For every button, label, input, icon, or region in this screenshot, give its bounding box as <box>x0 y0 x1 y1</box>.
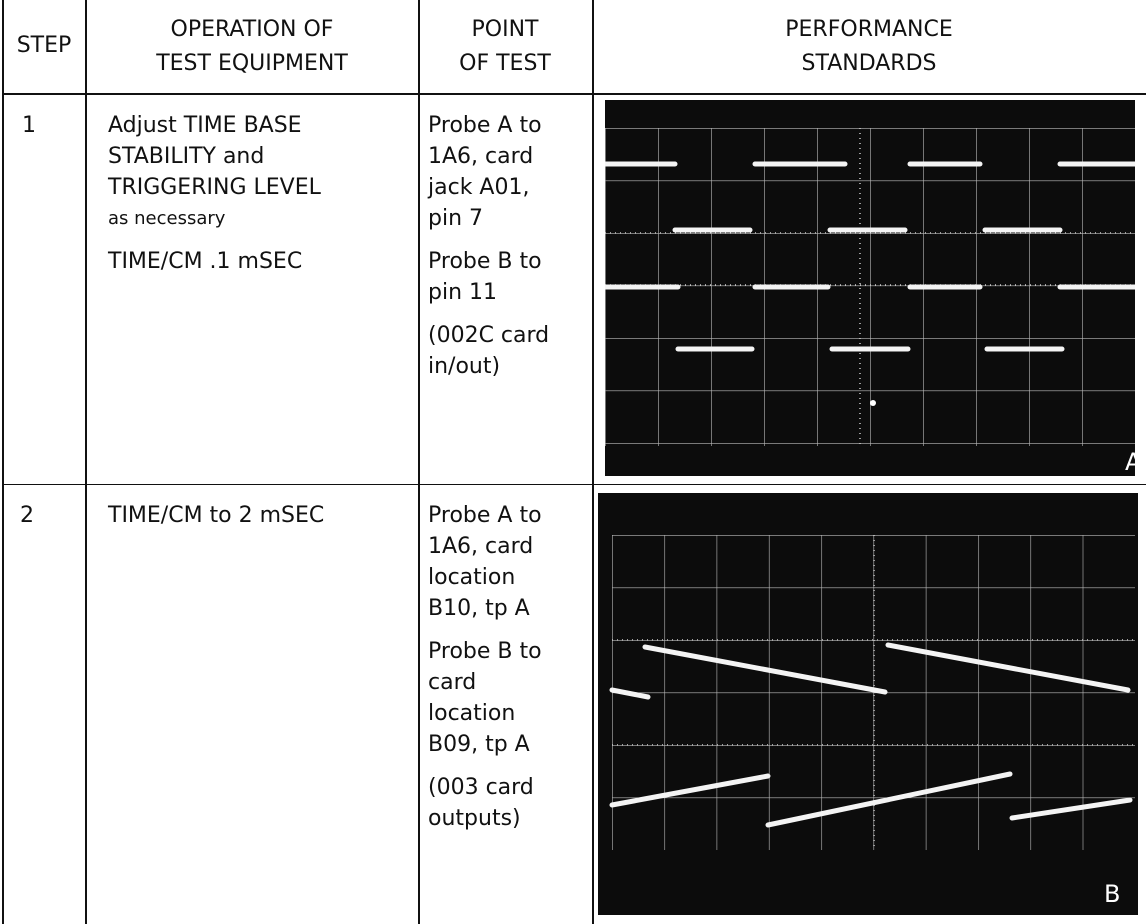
operation-text: Adjust TIME BASE <box>108 110 302 141</box>
point-of-test-text: Probe A to <box>428 500 542 531</box>
header-cell: STEP <box>17 30 72 61</box>
border <box>85 0 87 924</box>
header-cell: POINT <box>472 14 539 45</box>
operation-text: TIME/CM to 2 mSEC <box>108 500 324 531</box>
point-of-test-text: 1A6, card <box>428 531 533 562</box>
header-cell: OPERATION OF <box>171 14 334 45</box>
header-cell: TEST EQUIPMENT <box>156 48 348 79</box>
operation-text: TRIGGERING LEVEL <box>108 172 321 203</box>
point-of-test-text: (002C card <box>428 320 549 351</box>
point-of-test-text: (003 card <box>428 772 534 803</box>
point-of-test-text: B10, tp A <box>428 593 530 624</box>
point-of-test-text: Probe A to <box>428 110 542 141</box>
operation-text: as necessary <box>108 203 225 234</box>
point-of-test-text: card <box>428 667 476 698</box>
operation-text: TIME/CM .1 mSEC <box>108 246 302 277</box>
point-of-test-text: location <box>428 698 515 729</box>
border <box>418 0 420 924</box>
border <box>2 484 1146 485</box>
page: STEP OPERATION OFTEST EQUIPMENT POINTOF TE… <box>0 0 1146 924</box>
header-cell: STANDARDS <box>802 48 937 79</box>
border <box>2 0 4 924</box>
point-of-test-text: pin 11 <box>428 277 497 308</box>
point-of-test-text: outputs) <box>428 803 521 834</box>
oscilloscope-image <box>598 493 1138 915</box>
header-cell: PERFORMANCE <box>785 14 952 45</box>
point-of-test-text: Probe B to <box>428 246 542 277</box>
figure-label: B <box>1104 879 1120 910</box>
operation-text: STABILITY and <box>108 141 264 172</box>
point-of-test-text: 1A6, card <box>428 141 533 172</box>
point-of-test-text: in/out) <box>428 351 500 382</box>
point-of-test-text: location <box>428 562 515 593</box>
oscilloscope-image <box>605 100 1135 476</box>
point-of-test-text: jack A01, <box>428 172 529 203</box>
border <box>2 93 1146 95</box>
figure-label: A <box>1125 447 1141 478</box>
point-of-test-text: B09, tp A <box>428 729 530 760</box>
step-number: 2 <box>20 500 34 531</box>
point-of-test-text: pin 7 <box>428 203 483 234</box>
point-of-test-text: Probe B to <box>428 636 542 667</box>
header-cell: OF TEST <box>459 48 551 79</box>
step-number: 1 <box>22 110 36 141</box>
border <box>592 0 594 924</box>
